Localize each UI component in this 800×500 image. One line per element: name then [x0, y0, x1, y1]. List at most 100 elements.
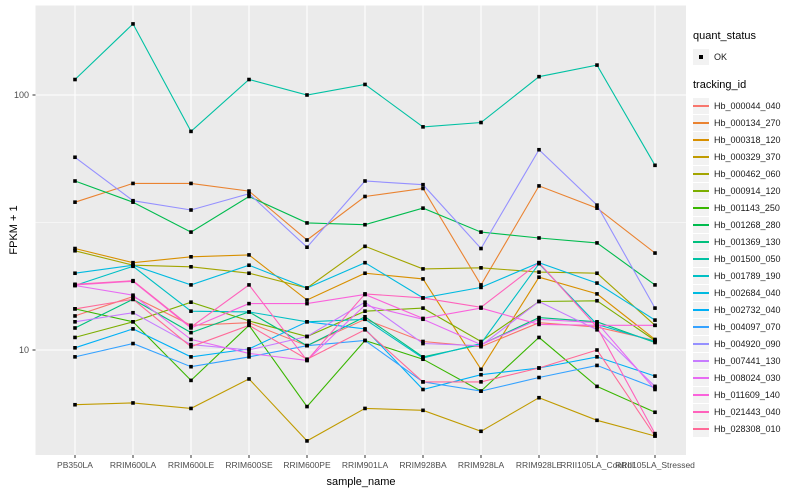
data-point-Hb_001500_050 [595, 63, 599, 67]
legend-entry-Hb_002684_040: Hb_002684_040 [693, 284, 799, 301]
data-point-Hb_000134_270 [247, 189, 251, 193]
legend-color-line-icon [693, 121, 709, 124]
panel-background [35, 5, 686, 455]
data-point-Hb_002732_040 [73, 346, 77, 350]
data-point-Hb_028308_010 [247, 323, 251, 328]
legend-tracking-entries: Hb_000044_040 Hb_000134_270 Hb_000318_120 H… [693, 97, 799, 437]
legend: quant_status OK tracking_id Hb_000044_04… [693, 30, 799, 437]
data-point-Hb_028308_010 [479, 380, 483, 384]
legend-key-box [693, 318, 709, 335]
legend-color-line-icon [693, 223, 709, 226]
data-point-Hb_001500_050 [537, 74, 541, 79]
data-point-Hb_021443_040 [247, 283, 251, 287]
data-point-Hb_004097_070 [73, 355, 77, 359]
legend-color-line-icon [693, 291, 709, 294]
data-point-Hb_000914_120 [421, 306, 425, 310]
data-point-Hb_021443_040 [131, 278, 135, 283]
data-point-Hb_002684_040 [131, 263, 135, 268]
legend-key-box [693, 335, 709, 352]
data-point-Hb_004920_090 [595, 203, 599, 207]
x-tick-label: RRIM901LA [341, 460, 389, 470]
legend-entry-Hb_001268_280: Hb_001268_280 [693, 216, 799, 233]
data-point-Hb_021443_040 [73, 282, 77, 287]
data-point-Hb_000914_120 [479, 339, 483, 344]
data-point-Hb_000044_040 [73, 314, 77, 318]
data-point-Hb_007441_130 [73, 319, 77, 324]
data-point-Hb_001143_250 [595, 384, 599, 389]
data-point-Hb_001268_280 [189, 230, 193, 234]
data-point-Hb_000329_370 [537, 395, 541, 400]
data-point-Hb_000318_120 [305, 298, 309, 302]
legend-label: Hb_001369_130 [714, 236, 781, 247]
data-point-Hb_028308_010 [131, 297, 135, 302]
data-point-Hb_001789_190 [421, 356, 425, 360]
data-point-Hb_008024_030 [653, 387, 657, 392]
data-point-Hb_004920_090 [479, 246, 483, 251]
legend-key-box [693, 199, 709, 216]
legend-key-box [693, 165, 709, 182]
data-point-Hb_004920_090 [73, 155, 77, 160]
x-tick-label: RRIM600LA [109, 460, 157, 470]
legend-entry-Hb_011609_140: Hb_011609_140 [693, 386, 799, 403]
data-point-Hb_000134_270 [537, 184, 541, 188]
data-point-Hb_004097_070 [247, 355, 251, 359]
data-point-Hb_001500_050 [189, 129, 193, 134]
legend-color-line-icon [693, 257, 709, 260]
legend-entry-Hb_021443_040: Hb_021443_040 [693, 403, 799, 420]
data-point-Hb_001789_190 [247, 310, 251, 314]
data-point-Hb_000462_060 [479, 266, 483, 270]
legend-color-line-icon [693, 325, 709, 328]
data-point-Hb_000134_270 [305, 238, 309, 242]
data-point-Hb_008024_030 [479, 342, 483, 347]
data-point-Hb_001268_280 [479, 230, 483, 234]
data-point-Hb_000134_270 [131, 181, 135, 186]
data-point-Hb_004920_090 [653, 306, 657, 310]
data-point-Hb_000329_370 [421, 408, 425, 413]
data-point-Hb_004097_070 [479, 389, 483, 393]
data-point-Hb_001143_250 [305, 404, 309, 409]
legend-color-line-icon [693, 308, 709, 311]
data-point-Hb_002684_040 [247, 263, 251, 268]
legend-entry-Hb_001789_190: Hb_001789_190 [693, 267, 799, 284]
x-axis-title: sample_name [326, 476, 396, 488]
legend-key-box [693, 267, 709, 284]
x-tick-label: RRIM928LE [515, 460, 563, 470]
legend-label: Hb_001789_190 [714, 270, 781, 281]
data-point-Hb_008024_030 [537, 317, 541, 322]
data-point-Hb_001500_050 [363, 82, 367, 87]
data-point-Hb_007441_130 [247, 348, 251, 352]
legend-entry-Hb_000914_120: Hb_000914_120 [693, 182, 799, 199]
data-point-Hb_001268_280 [537, 236, 541, 240]
legend-label: Hb_004097_070 [714, 321, 781, 332]
data-point-Hb_000914_120 [73, 335, 77, 340]
x-tick-label: RRIM600LE [167, 460, 215, 470]
data-point-Hb_000462_060 [247, 271, 251, 276]
legend-entry-Hb_001369_130: Hb_001369_130 [693, 233, 799, 250]
data-point-Hb_002732_040 [479, 372, 483, 377]
legend-label: Hb_000044_040 [714, 100, 781, 111]
data-point-Hb_004920_090 [305, 245, 309, 250]
data-point-Hb_007441_130 [421, 341, 425, 346]
data-point-Hb_000134_270 [189, 181, 193, 186]
data-point-Hb_002732_040 [653, 374, 657, 378]
data-point-Hb_021443_040 [363, 292, 367, 296]
data-point-Hb_028308_010 [189, 344, 193, 349]
data-point-Hb_002684_040 [305, 286, 309, 290]
data-point-Hb_000329_370 [363, 406, 367, 411]
data-point-Hb_001268_280 [305, 221, 309, 225]
data-point-Hb_000462_060 [421, 267, 425, 271]
data-point-Hb_000044_040 [421, 339, 425, 344]
legend-key-box [693, 148, 709, 165]
data-point-Hb_004920_090 [189, 208, 193, 212]
legend-entry-Hb_007441_130: Hb_007441_130 [693, 352, 799, 369]
data-point-Hb_000329_370 [247, 377, 251, 381]
x-tick-label: RRIM600PE [283, 460, 331, 470]
data-point-Hb_000462_060 [363, 244, 367, 249]
legend-entry-Hb_001143_250: Hb_001143_250 [693, 199, 799, 216]
x-tick-label: RRIM928BA [399, 460, 447, 470]
y-tick-label: 10 [18, 344, 29, 355]
data-point-Hb_028308_010 [73, 307, 77, 311]
data-point-Hb_000134_270 [653, 251, 657, 255]
data-point-Hb_002732_040 [131, 327, 135, 331]
